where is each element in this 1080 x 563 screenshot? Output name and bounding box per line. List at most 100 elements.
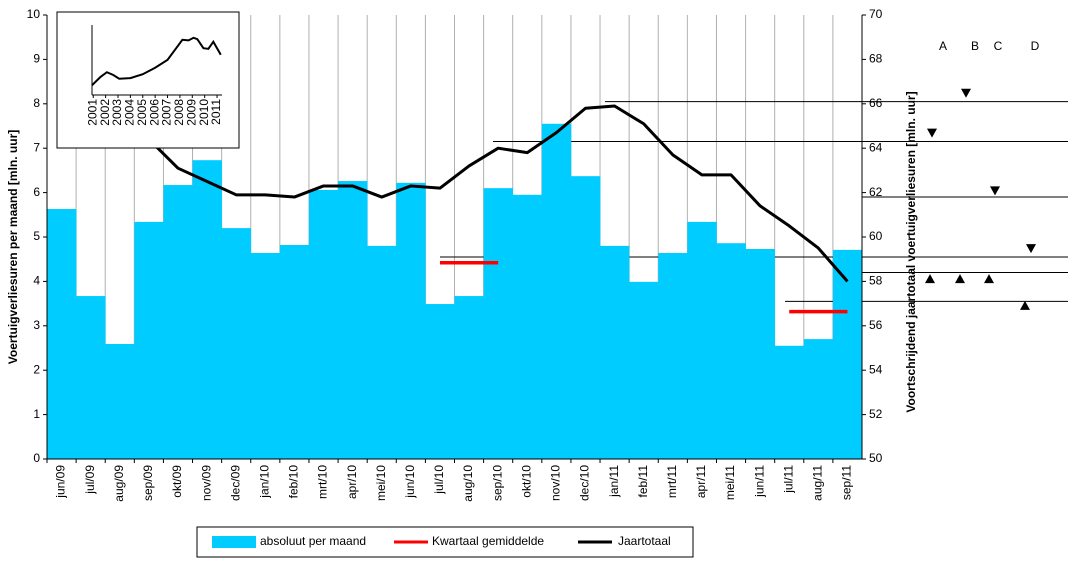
x-tick-label: jun/11: [752, 465, 766, 498]
line-series: [439, 261, 848, 314]
legend-swatch: [212, 536, 256, 548]
x-tick-label: mrt/10: [316, 465, 330, 499]
y2-axis-title: Voortschrijdend jaartotaal voertuigverli…: [904, 91, 918, 412]
x-tick-label: feb/10: [287, 465, 301, 499]
x-tick-label: jun/10: [403, 465, 417, 499]
legend-label: absoluut per maand: [260, 534, 366, 548]
marker-high: [927, 128, 937, 138]
marker-low: [955, 274, 965, 284]
x-tick-label: okt/10: [519, 465, 533, 498]
inset-x-tick-label: 2003: [110, 99, 124, 126]
bar: [687, 221, 717, 459]
bar: [105, 344, 135, 459]
bar: [629, 281, 659, 459]
y2-tick-label: 62: [869, 185, 883, 199]
y-tick-label: 2: [33, 362, 40, 376]
y2-tick-label: 50: [869, 451, 883, 465]
x-tick-label: apr/11: [694, 465, 708, 498]
x-tick-label: apr/10: [345, 465, 359, 499]
bar: [308, 189, 339, 459]
inset-x-tick-label: 2004: [123, 99, 137, 126]
y2-tick-label: 64: [869, 140, 883, 154]
inset-line: [91, 36, 222, 86]
y-tick-label: 9: [33, 52, 40, 66]
x-tick-label: aug/09: [112, 465, 126, 502]
x-tick-label: aug/11: [811, 465, 825, 501]
marker-low: [1020, 300, 1030, 310]
bar: [512, 194, 543, 459]
inset-x-tick-label: 2002: [98, 99, 112, 126]
inset-x-tick-label: 2008: [172, 99, 186, 126]
x-tick-label: jul/09: [83, 465, 97, 495]
marker-low: [984, 274, 994, 284]
bar: [832, 249, 863, 459]
bar: [803, 339, 834, 459]
bar: [541, 123, 572, 459]
inset-x-tick-label: 2011: [209, 99, 223, 125]
inset-x-tick-label: 2001: [85, 99, 99, 126]
legend-label: Jaartotaal: [618, 534, 671, 548]
marker-high: [1026, 244, 1036, 254]
marker-label: D: [1031, 39, 1040, 53]
y-tick-label: 3: [33, 318, 40, 332]
x-tick-label: sep/10: [490, 465, 504, 501]
bar: [454, 296, 484, 459]
bar: [250, 252, 281, 459]
inset-x-tick-label: 2007: [160, 99, 174, 126]
bar: [192, 160, 222, 460]
bar: [134, 221, 164, 459]
inset-x-tick-label: 2010: [197, 99, 211, 126]
x-tick-label: okt/09: [170, 465, 184, 498]
bar: [483, 188, 514, 459]
x-tick-label: jan/11: [607, 465, 621, 498]
y-tick-label: 4: [33, 274, 40, 288]
bar: [425, 304, 455, 459]
x-tick-label: jul/11: [781, 465, 795, 494]
x-tick-label: jan/10: [257, 465, 271, 499]
legend-label: Kwartaal gemiddelde: [432, 534, 544, 548]
line-series: [61, 102, 849, 283]
x-tick-label: nov/09: [199, 465, 213, 501]
bar: [716, 243, 746, 459]
inset-x-tick-label: 2006: [147, 99, 161, 126]
bar: [367, 245, 397, 459]
y2-tick-label: 54: [869, 362, 883, 376]
marker-low: [925, 274, 935, 284]
y-axis-title: Voertuigverliesuren per maand [mln. uur]: [6, 130, 20, 365]
y-tick-label: 1: [33, 407, 40, 421]
y-tick-label: 6: [33, 185, 40, 199]
bar: [47, 209, 77, 459]
y2-tick-label: 70: [869, 7, 883, 21]
y2-tick-label: 58: [869, 274, 883, 288]
x-tick-label: jun/09: [54, 465, 68, 499]
inset-x-tick-label: 2005: [135, 99, 149, 126]
y-tick-label: 8: [33, 96, 40, 110]
x-tick-label: sep/09: [141, 465, 155, 501]
marker-label: A: [939, 39, 947, 53]
y2-tick-label: 68: [869, 52, 883, 66]
bar: [279, 244, 310, 459]
x-tick-label: feb/11: [636, 465, 650, 498]
bar: [76, 296, 106, 459]
y2-tick-label: 56: [869, 318, 883, 332]
bar: [774, 345, 805, 459]
bar: [658, 252, 688, 459]
y-tick-label: 0: [33, 451, 40, 465]
bar: [745, 248, 775, 459]
y-tick-label: 7: [33, 140, 40, 154]
bar: [600, 245, 630, 459]
bar: [338, 181, 368, 459]
x-tick-label: mrt/11: [665, 465, 679, 498]
y-tick-label: 10: [27, 7, 41, 21]
y2-tick-label: 60: [869, 229, 883, 243]
bar: [570, 176, 601, 459]
x-tick-label: mei/11: [723, 465, 737, 500]
y2-tick-label: 52: [869, 407, 883, 421]
x-tick-label: mei/10: [374, 465, 388, 501]
bar: [163, 185, 193, 459]
x-tick-label: jul/10: [432, 465, 446, 495]
inset-x-tick-label: 2009: [184, 99, 198, 126]
marker-high: [961, 88, 971, 98]
bar: [221, 228, 252, 459]
